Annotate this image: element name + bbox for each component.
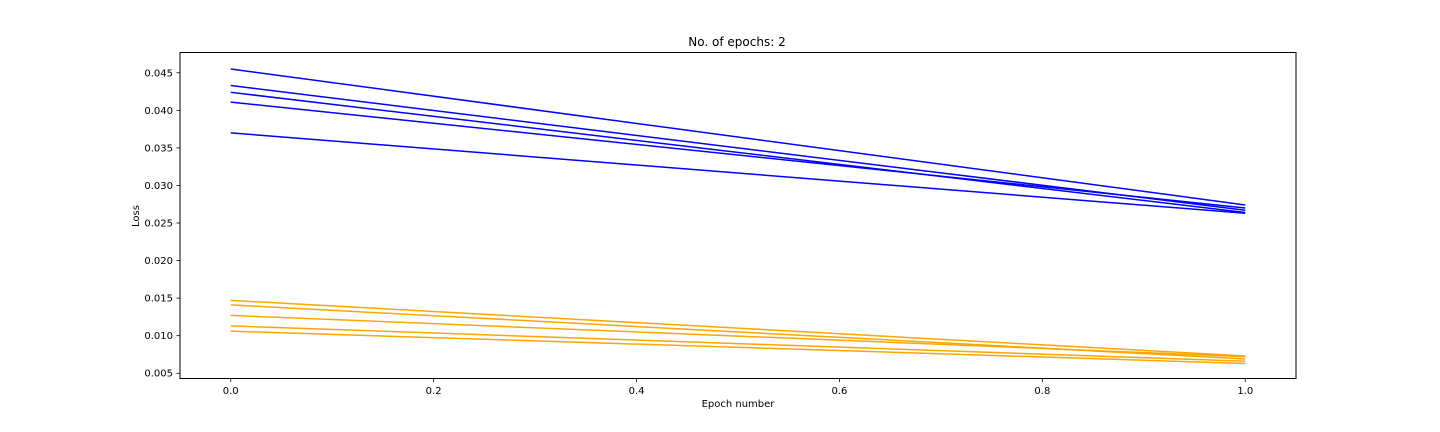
x-axis-label: Epoch number bbox=[702, 399, 776, 410]
x-axis: 0.0 0.2 0.4 0.6 0.8 1.0 bbox=[223, 378, 1253, 397]
x-tick-label: 1.0 bbox=[1237, 386, 1253, 397]
series-line-8 bbox=[230, 314, 1246, 358]
y-tick-label: 0.025 bbox=[144, 219, 173, 230]
x-tick-label: 0.0 bbox=[223, 386, 239, 397]
y-tick-label: 0.005 bbox=[144, 369, 173, 380]
series-line-5 bbox=[230, 132, 1246, 214]
x-tick-label: 0.4 bbox=[629, 386, 645, 397]
plot-frame bbox=[179, 52, 1297, 379]
y-tick-label: 0.015 bbox=[144, 294, 173, 305]
y-tick-label: 0.035 bbox=[144, 143, 173, 154]
y-tick-label: 0.030 bbox=[144, 181, 173, 192]
y-axis-label: Loss bbox=[131, 205, 142, 227]
y-tick-label: 0.040 bbox=[144, 106, 173, 117]
x-tick-label: 0.6 bbox=[832, 386, 848, 397]
y-tick-label: 0.045 bbox=[144, 68, 173, 79]
series-line-6 bbox=[230, 299, 1246, 357]
series-line-10 bbox=[230, 330, 1246, 365]
x-tick-label: 0.8 bbox=[1034, 386, 1050, 397]
series-line-4 bbox=[230, 101, 1246, 209]
series-line-1 bbox=[230, 68, 1246, 206]
x-tick-label: 0.2 bbox=[426, 386, 442, 397]
series-line-3 bbox=[230, 91, 1246, 214]
chart-title: No. of epochs: 2 bbox=[688, 35, 785, 49]
series-line-2 bbox=[230, 84, 1246, 211]
series-line-9 bbox=[230, 325, 1246, 362]
y-tick-label: 0.010 bbox=[144, 331, 173, 342]
series-layer bbox=[230, 68, 1246, 365]
y-axis: 0.005 0.010 0.015 0.020 0.025 0.030 0.035 0.040… bbox=[144, 68, 180, 380]
y-tick-label: 0.020 bbox=[144, 256, 173, 267]
